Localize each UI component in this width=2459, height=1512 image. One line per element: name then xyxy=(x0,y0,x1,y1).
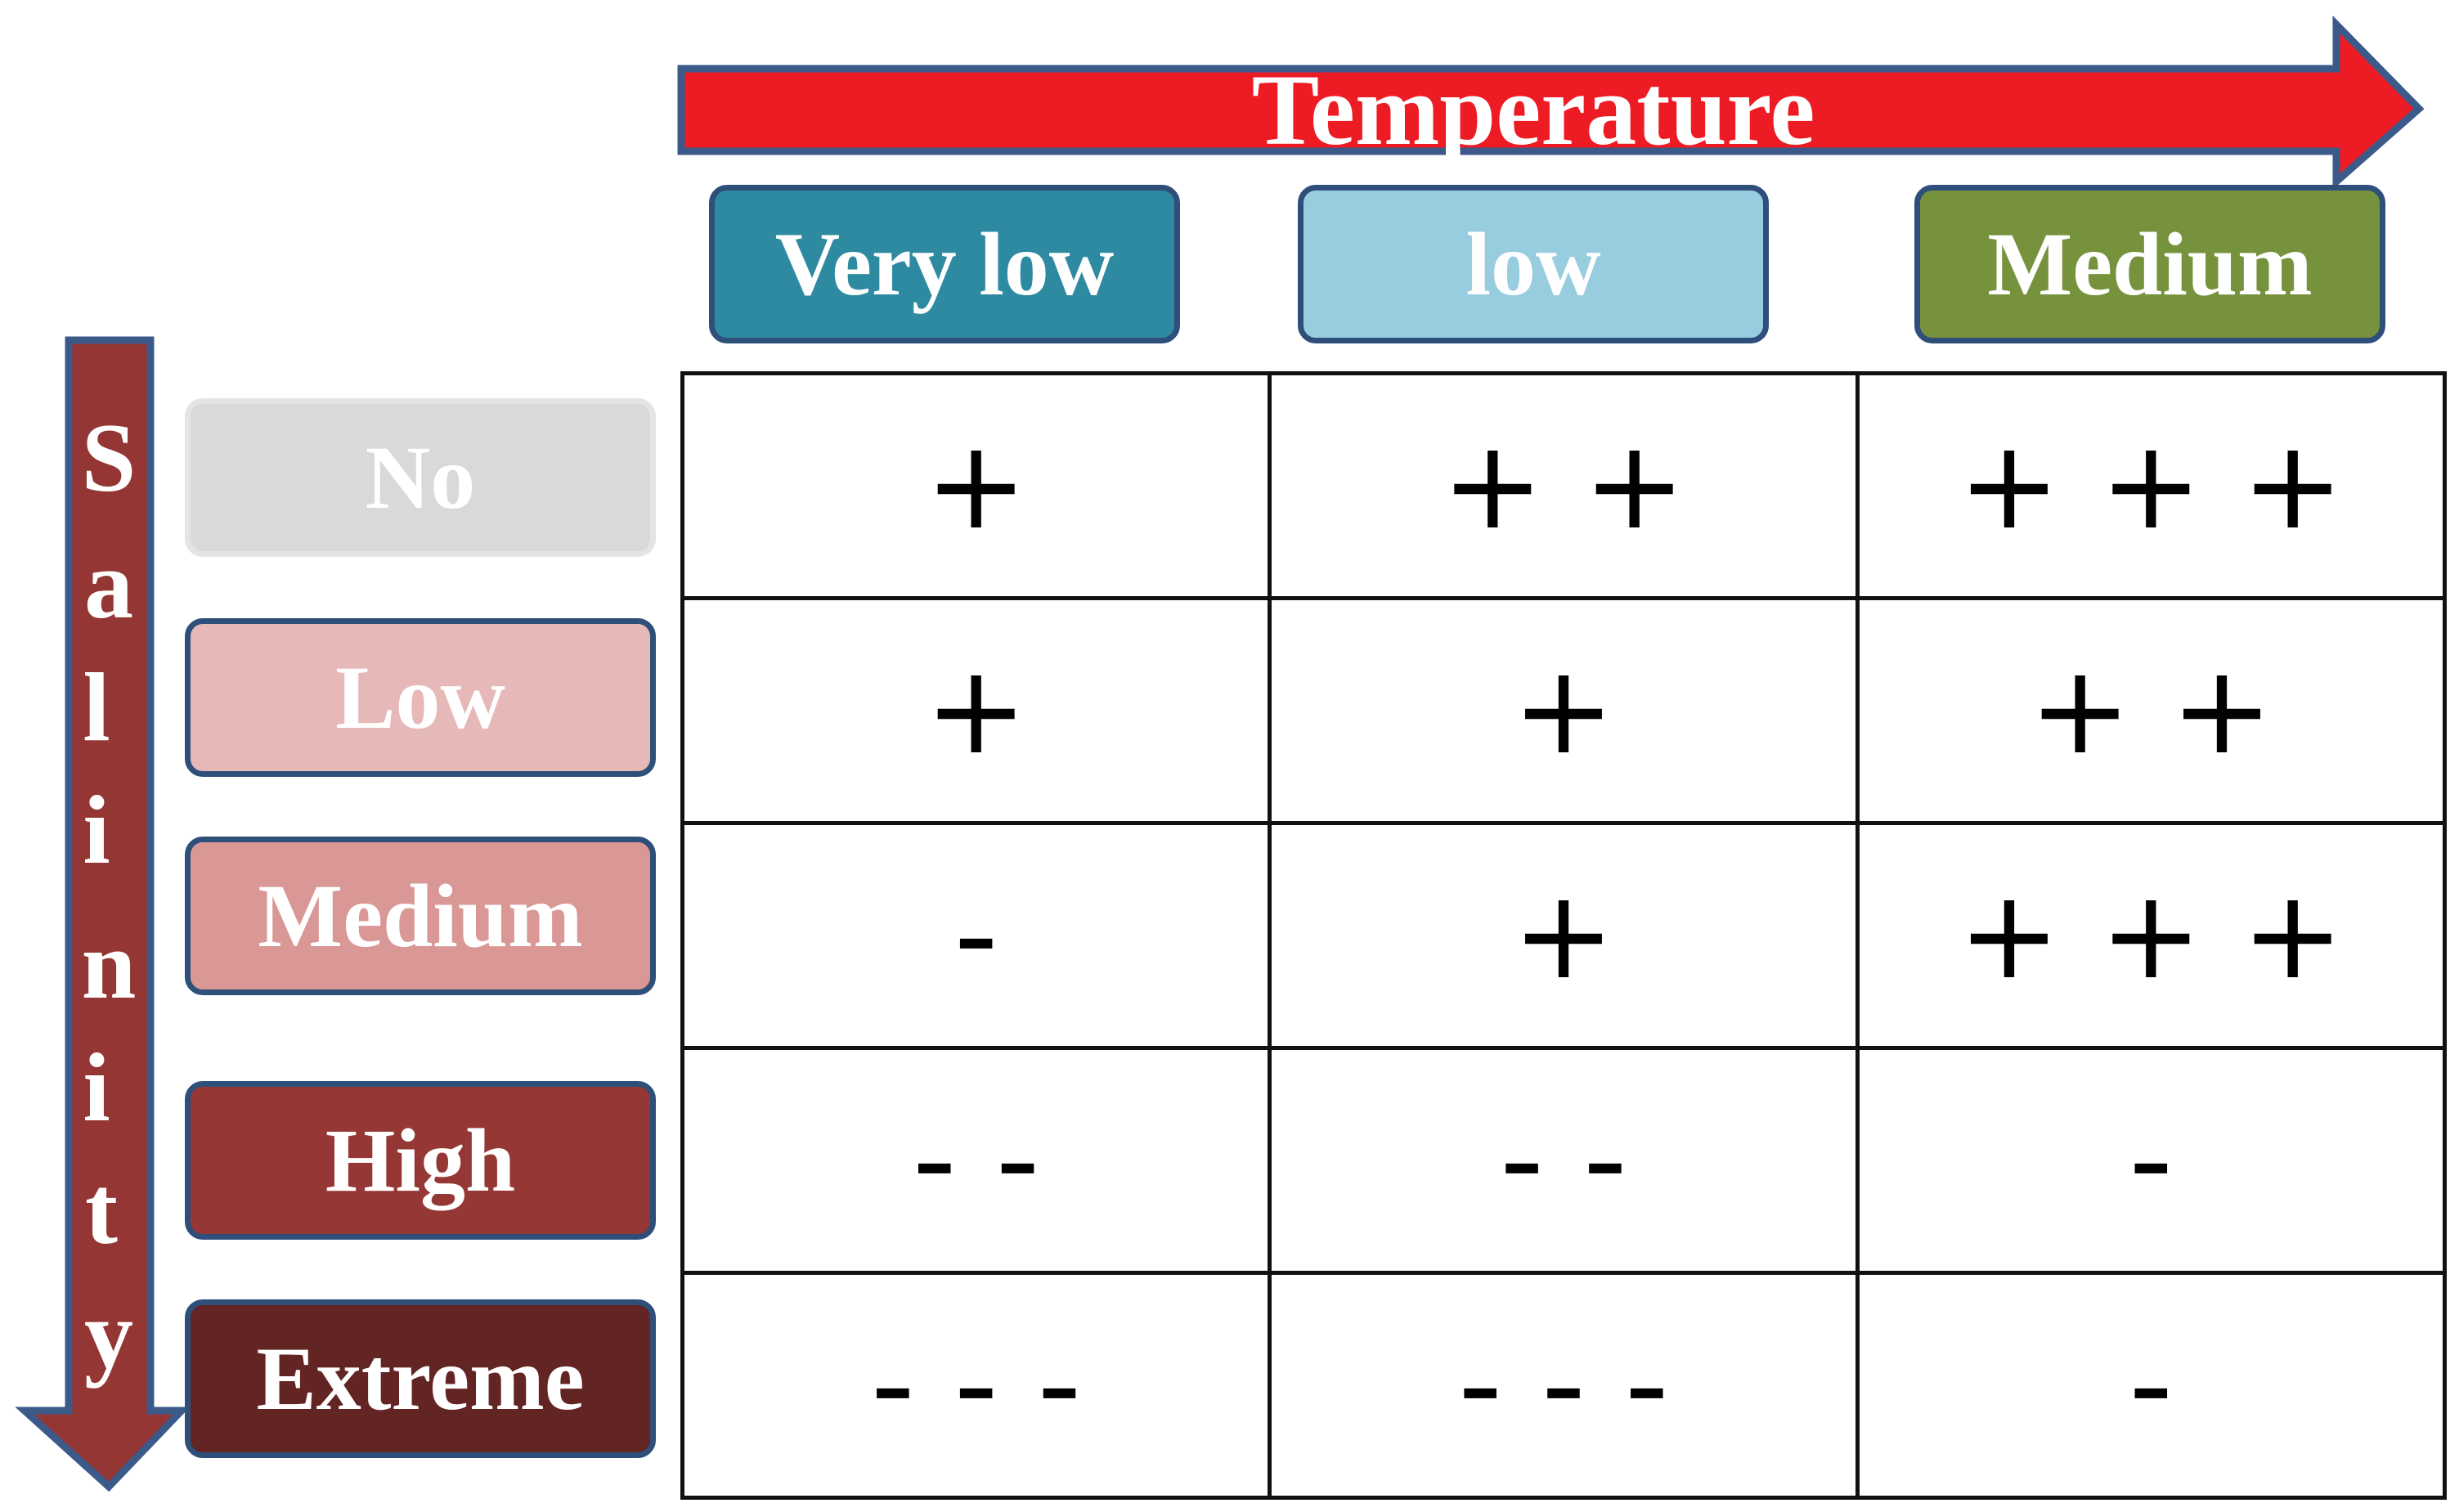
temperature-level-medium: Medium xyxy=(1914,185,2385,343)
grid-cell: + + + xyxy=(1855,371,2448,600)
grid-cell: + xyxy=(1268,821,1860,1050)
grid-cell: - - xyxy=(680,1046,1272,1275)
salinity-letter: S xyxy=(82,403,137,512)
effect-grid: + + + + + + + + + + - + + + + - - - - - … xyxy=(680,371,2448,1500)
salinity-level-high: High xyxy=(185,1081,656,1240)
temperature-level-very-low: Very low xyxy=(709,185,1180,343)
grid-row-no-salinity: + + + + + + xyxy=(680,371,2448,600)
grid-cell: + + xyxy=(1855,596,2448,825)
temperature-level-low: low xyxy=(1298,185,1769,343)
salinity-letter: n xyxy=(82,910,137,1019)
salinity-letter: i xyxy=(83,775,110,884)
grid-cell: - - - xyxy=(1268,1271,1860,1500)
salinity-letter: l xyxy=(83,653,110,761)
temperature-arrow-shape xyxy=(677,15,2425,190)
grid-cell: - - xyxy=(1268,1046,1860,1275)
temperature-axis-label: Temperature xyxy=(1252,54,1815,166)
grid-cell: - xyxy=(1855,1046,2448,1275)
grid-row-extreme-salinity: - - - - - - - xyxy=(680,1271,2448,1500)
grid-cell: - xyxy=(680,821,1272,1050)
salinity-arrow-shape xyxy=(15,336,191,1492)
salinity-level-extreme: Extreme xyxy=(185,1299,656,1458)
grid-cell: + + xyxy=(1268,371,1860,600)
salinity-axis-letters: S a l i n i t y xyxy=(82,403,137,1389)
salinity-letter: t xyxy=(85,1155,118,1264)
grid-row-medium-salinity: - + + + + xyxy=(680,821,2448,1050)
salinity-level-no: No xyxy=(185,398,656,557)
grid-cell: + + + xyxy=(1855,821,2448,1050)
salinity-level-low: Low xyxy=(185,618,656,777)
salinity-level-medium: Medium xyxy=(185,837,656,995)
grid-row-high-salinity: - - - - - xyxy=(680,1046,2448,1275)
grid-row-low-salinity: + + + + xyxy=(680,596,2448,825)
salinity-letter: y xyxy=(84,1280,133,1389)
grid-cell: + xyxy=(680,371,1272,600)
salinity-letter: i xyxy=(83,1033,110,1142)
salinity-letter: a xyxy=(84,530,133,639)
grid-cell: + xyxy=(680,596,1272,825)
grid-cell: - - - xyxy=(680,1271,1272,1500)
grid-cell: + xyxy=(1268,596,1860,825)
grid-cell: - xyxy=(1855,1271,2448,1500)
